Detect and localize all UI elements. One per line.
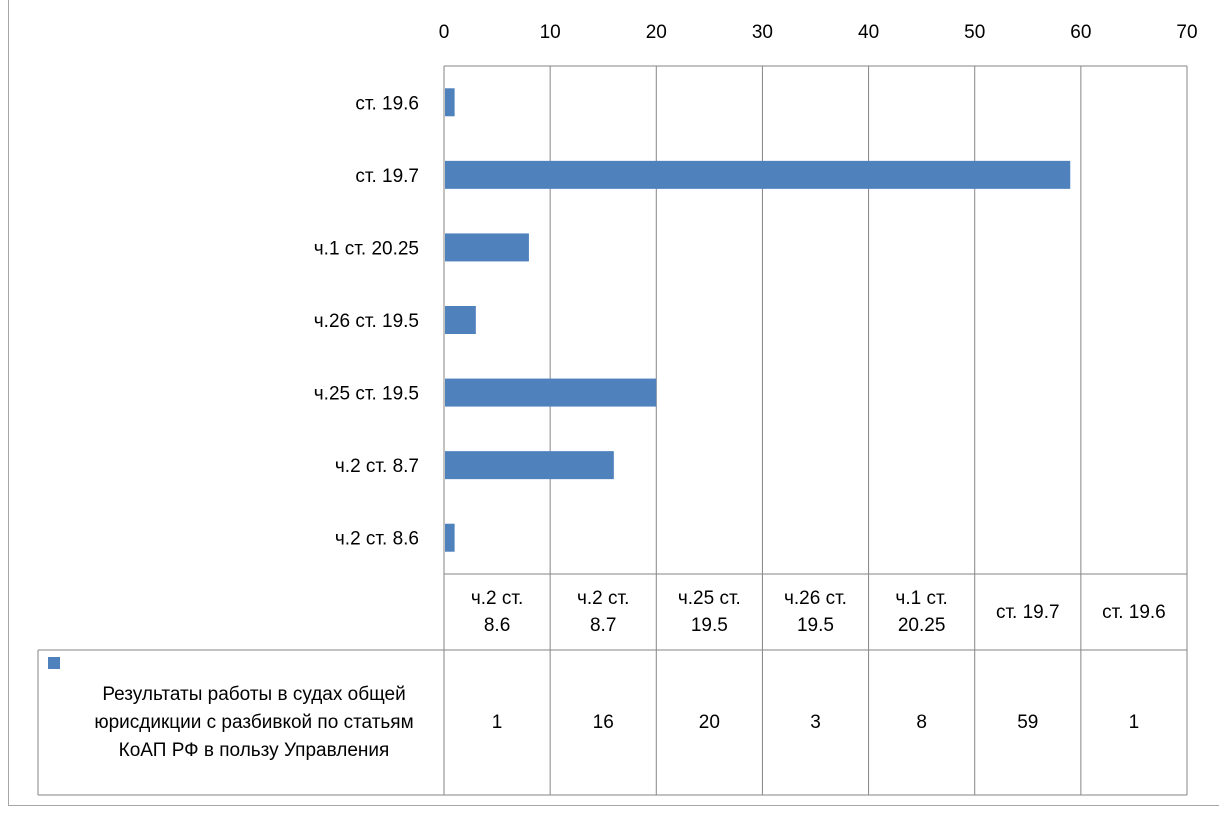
x-axis-tick-labels: 0 10 20 30 40 50 60 70 [439, 22, 1198, 43]
gridlines [443, 65, 1188, 795]
frame-bottom-border [8, 805, 1219, 806]
x-tick-label: 0 [439, 22, 450, 43]
table-value-cell: 16 [592, 712, 614, 733]
bar [445, 378, 657, 407]
y-category-label: ч.2 ст. 8.6 [335, 529, 419, 550]
table-value-cell: 3 [810, 712, 821, 733]
x-tick-label: 40 [858, 22, 879, 43]
x-tick-label: 60 [1070, 22, 1091, 43]
table-value-cell: 8 [916, 712, 927, 733]
x-tick-label: 30 [752, 22, 773, 43]
table-value-cell: 1 [491, 712, 503, 733]
bar [445, 160, 1071, 189]
legend-entry: Результаты работы в судах общей юрисдикц… [38, 650, 444, 795]
bar [445, 233, 529, 262]
legend-swatch [48, 657, 60, 669]
table-header-cell: ст. 19.7 [995, 601, 1060, 623]
y-category-label: ст. 19.7 [355, 166, 419, 187]
table-header-cell: ч.1 ст. 20.25 [895, 588, 948, 636]
y-category-label: ч.1 ст. 20.25 [314, 238, 419, 259]
x-tick-label: 20 [646, 22, 667, 43]
y-category-label: ч.26 ст. 19.5 [314, 311, 419, 332]
table-header-cell: ч.26 ст. 19.5 [784, 588, 847, 636]
data-table-grid [37, 573, 1187, 796]
table-header-cell: ч.25 ст. 19.5 [677, 588, 741, 636]
x-tick-label: 70 [1176, 22, 1197, 43]
x-tick-label: 50 [964, 22, 985, 43]
bar [445, 523, 455, 552]
table-header-cell: ст. 19.6 [1102, 601, 1166, 623]
bar [445, 88, 455, 117]
bars [445, 88, 1071, 552]
table-header-cell: ч.2 ст. 8.7 [577, 588, 630, 636]
table-value-cell: 20 [698, 712, 720, 733]
table-value-cell: 1 [1128, 712, 1140, 733]
frame-left-border [8, 0, 9, 805]
y-axis-category-labels: ч.2 ст. 8.6 ч.2 ст. 8.7 ч.25 ст. 19.5 ч.26 … [314, 93, 419, 549]
y-category-label: ч.25 ст. 19.5 [314, 384, 419, 405]
legend-label: Результаты работы в судах общей юрисдикц… [94, 683, 414, 761]
bar [445, 306, 476, 334]
table-header-cell: ч.2 ст. 8.6 [470, 588, 524, 636]
table-value-cell: 59 [1017, 712, 1039, 733]
x-tick-label: 10 [540, 22, 561, 43]
bar [445, 451, 614, 480]
y-category-label: ч.2 ст. 8.7 [335, 456, 419, 477]
y-category-label: ст. 19.6 [355, 93, 419, 114]
